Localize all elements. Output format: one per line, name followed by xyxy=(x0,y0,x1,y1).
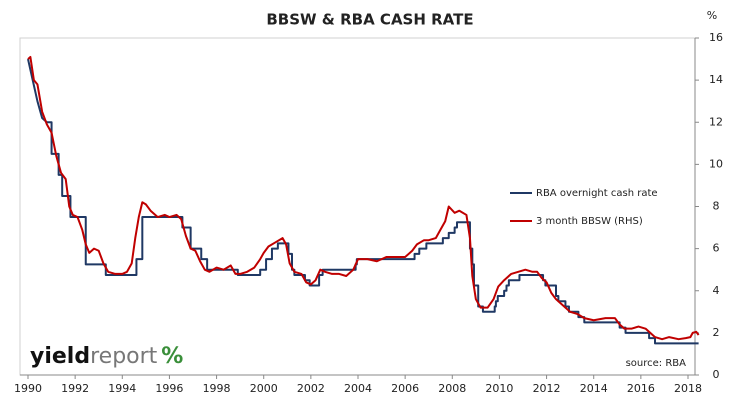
logo-part: report xyxy=(90,344,158,369)
y-tick-label: 12 xyxy=(709,115,723,128)
x-tick-label: 1996 xyxy=(155,382,183,395)
y-tick-label: 4 xyxy=(713,284,720,297)
legend-label: RBA overnight cash rate xyxy=(536,188,658,199)
x-tick-label: 2016 xyxy=(627,382,655,395)
x-tick-label: 2004 xyxy=(344,382,372,395)
y-tick-label: 0 xyxy=(713,368,720,381)
x-tick-label: 1994 xyxy=(108,382,136,395)
x-tick-label: 2012 xyxy=(533,382,561,395)
x-tick-label: 2014 xyxy=(580,382,608,395)
series-line xyxy=(27,55,700,341)
x-tick-label: 2010 xyxy=(485,382,513,395)
y-tick-label: 8 xyxy=(713,200,720,213)
x-tick-label: 1992 xyxy=(61,382,89,395)
y-tick-label: 2 xyxy=(713,326,720,339)
series-line xyxy=(27,58,699,345)
y-unit: % xyxy=(707,9,717,22)
y-tick-label: 14 xyxy=(709,73,723,86)
x-tick-label: 1998 xyxy=(203,382,231,395)
chart-title: BBSW & RBA CASH RATE xyxy=(266,11,473,29)
logo-part: yield xyxy=(30,344,90,369)
x-tick-label: 2006 xyxy=(391,382,419,395)
x-tick-label: 2018 xyxy=(674,382,702,395)
source-note: source: RBA xyxy=(626,358,687,369)
logo-part: % xyxy=(161,344,183,369)
x-tick-label: 2000 xyxy=(250,382,278,395)
y-tick-label: 16 xyxy=(709,31,723,44)
logo: yieldreport% xyxy=(30,344,183,369)
x-tick-label: 2008 xyxy=(438,382,466,395)
plot-frame xyxy=(19,37,696,376)
legend-label: 3 month BBSW (RHS) xyxy=(536,216,643,227)
x-tick-label: 1990 xyxy=(14,382,42,395)
y-tick-label: 10 xyxy=(709,157,723,170)
y-tick-label: 6 xyxy=(713,242,720,255)
x-tick-label: 2002 xyxy=(297,382,325,395)
